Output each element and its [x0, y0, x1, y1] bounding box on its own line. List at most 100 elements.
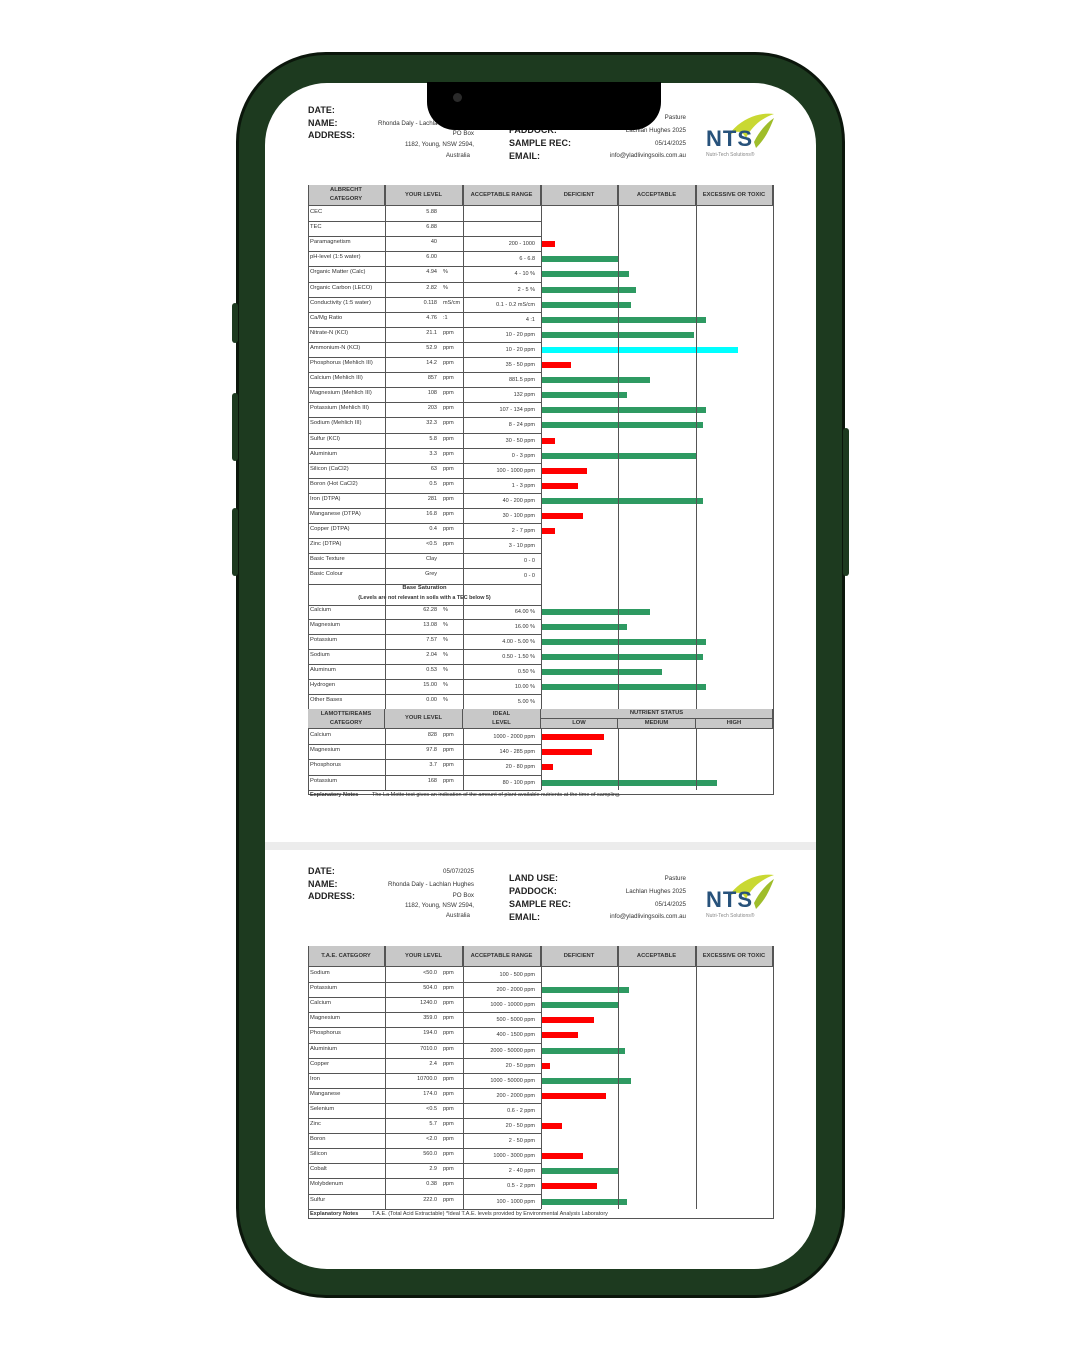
- row-category: pH-level (1:5 water): [310, 254, 361, 261]
- power-button[interactable]: [843, 428, 849, 576]
- mute-switch[interactable]: [232, 303, 238, 343]
- col-header-cat: T.A.E. CATEGORY: [308, 946, 385, 967]
- row-unit: :1: [443, 314, 448, 321]
- column-divider: [308, 729, 309, 790]
- address-label: ADDRESS:: [308, 130, 356, 140]
- land-use-label: LAND USE:: [509, 873, 558, 883]
- row-unit: ppm: [443, 1181, 454, 1188]
- row-category: Iron: [310, 1075, 320, 1082]
- row-range: 107 - 134 ppm: [499, 407, 535, 414]
- row-unit: ppm: [443, 450, 454, 457]
- row-range: 4.00 - 5.00 %: [502, 638, 535, 645]
- row-level: 2.04: [426, 651, 437, 658]
- row-range: 0.50 %: [517, 668, 535, 675]
- bar-acceptable: [541, 1002, 618, 1009]
- row-level: <50.0: [423, 970, 437, 976]
- row-category: Zinc (DTPA): [310, 541, 342, 548]
- row-range: 200 - 1000: [508, 241, 535, 248]
- bar-deficient: [541, 362, 571, 368]
- row-unit: ppm: [443, 1196, 454, 1203]
- bar-deficient: [541, 734, 604, 741]
- row-range: 3 - 10 ppm: [508, 543, 535, 550]
- row-range: 2 - 5 %: [517, 286, 535, 293]
- date-label: DATE:: [308, 866, 335, 876]
- row-range: 1000 - 2000 ppm: [493, 734, 535, 741]
- row-range: 10.00 %: [514, 684, 535, 690]
- row-level: Clay: [425, 556, 437, 563]
- bar-acceptable: [541, 1077, 631, 1084]
- row-level: 10700.0: [417, 1075, 437, 1082]
- sample-value: 05/14/2025: [655, 140, 686, 147]
- column-divider: [773, 185, 774, 710]
- row-level: 3.7: [429, 762, 437, 769]
- bar-deficient: [541, 764, 553, 771]
- paddock-value: Lachlan Hughes 2025: [625, 888, 686, 895]
- row-divider: [308, 523, 541, 525]
- row-category: Molybdenum: [310, 1181, 344, 1188]
- bar-acceptable: [541, 638, 706, 645]
- column-divider: [463, 185, 464, 710]
- base-saturation-note: (Levels are not relevant in soils with a…: [358, 594, 491, 601]
- row-unit: ppm: [443, 495, 454, 502]
- row-category: Selenium: [310, 1105, 335, 1112]
- row-unit: ppm: [443, 1045, 454, 1052]
- row-range: 100 - 1000 ppm: [496, 1198, 535, 1205]
- row-level: 222.0: [423, 1196, 437, 1203]
- col-header-acc: ACCEPTABLE: [618, 946, 696, 967]
- row-divider: [308, 266, 541, 268]
- row-range: 200 - 2000 ppm: [496, 1092, 535, 1099]
- address-line2: 1182, Young, NSW 2594,: [404, 141, 474, 148]
- bar-deficient: [541, 1123, 562, 1129]
- row-category: Calcium (Mehlich III): [310, 375, 363, 382]
- row-divider: [308, 387, 541, 389]
- row-divider: [308, 1012, 541, 1014]
- row-range: 132 ppm: [513, 392, 535, 399]
- email-label: EMAIL:: [509, 151, 540, 161]
- sample-value: 05/14/2025: [655, 901, 686, 908]
- row-unit: ppm: [443, 1015, 454, 1022]
- row-divider: [308, 251, 541, 253]
- bar-acceptable: [541, 987, 629, 994]
- row-category: Potassium: [310, 777, 338, 784]
- volume-up-button[interactable]: [232, 393, 238, 461]
- row-category: Sodium (Mehlich III): [310, 420, 362, 427]
- row-divider: [308, 462, 541, 464]
- page-divider: [265, 842, 816, 850]
- bar-acceptable: [541, 779, 717, 786]
- row-divider: [308, 326, 541, 328]
- bar-deficient: [541, 528, 555, 535]
- row-divider: [308, 1087, 541, 1089]
- email-label: EMAIL:: [509, 912, 540, 922]
- row-range: 20 - 50 ppm: [505, 1123, 535, 1129]
- row-divider: [308, 1027, 541, 1029]
- row-range: 80 - 100 ppm: [502, 779, 535, 786]
- row-unit: ppm: [443, 511, 454, 517]
- row-category: Magnesium: [310, 1015, 340, 1022]
- row-category: Basic Texture: [310, 556, 345, 563]
- land-use-value: Pasture: [664, 875, 686, 882]
- row-divider: [308, 1133, 541, 1135]
- column-divider: [541, 946, 542, 1209]
- sample-label: SAMPLE REC:: [509, 899, 572, 909]
- row-range: 16.00 %: [514, 623, 535, 630]
- row-level: 52.9: [426, 344, 437, 351]
- row-level: 5.88: [426, 209, 437, 215]
- row-category: Aluminum: [310, 666, 336, 673]
- row-category: Hydrogen: [310, 682, 336, 688]
- explanatory-notes-label: Explanatory Notes: [310, 791, 359, 798]
- volume-down-button[interactable]: [232, 508, 238, 576]
- row-range: 0 - 0: [523, 573, 535, 580]
- bar-acceptable: [541, 286, 636, 293]
- logo-subtitle: Nutri-Tech Solutions®: [706, 152, 755, 158]
- bar-deficient: [541, 1153, 583, 1160]
- row-category: Paramagnetism: [310, 239, 351, 246]
- row-category: Potassium: [310, 985, 338, 992]
- row-range: 0.50 - 1.50 %: [502, 653, 535, 660]
- row-category: Silicon (CaCl2): [310, 465, 349, 472]
- row-range: 100 - 1000 ppm: [496, 467, 535, 474]
- row-range: 10 - 20 ppm: [505, 346, 535, 353]
- row-category: Organic Carbon (LECO): [310, 284, 373, 291]
- row-category: Other Bases: [310, 697, 343, 704]
- row-level: 174.0: [423, 1090, 437, 1097]
- email-value: info@yladlivingsoils.com.au: [609, 913, 686, 920]
